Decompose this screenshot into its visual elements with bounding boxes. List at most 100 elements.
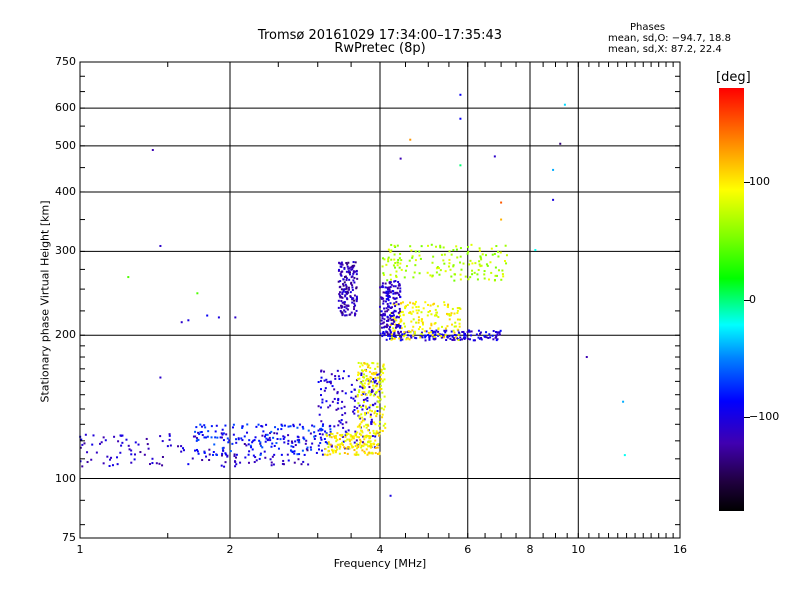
data-point (292, 425, 295, 428)
data-point (357, 361, 360, 364)
data-point (81, 465, 84, 468)
data-point (471, 273, 474, 276)
data-point (398, 284, 401, 287)
data-point (334, 451, 337, 454)
data-point (320, 420, 323, 423)
data-point (360, 440, 363, 443)
data-point (466, 252, 469, 255)
data-point (225, 453, 228, 456)
data-point (286, 453, 289, 456)
data-point (381, 265, 384, 268)
data-point (430, 331, 433, 334)
data-point (304, 442, 307, 445)
data-point (353, 449, 356, 452)
data-point (258, 457, 261, 460)
y-tick-label: 100 (55, 471, 76, 485)
data-point (385, 263, 388, 266)
data-point (468, 338, 471, 341)
data-point (345, 304, 348, 307)
data-point (194, 449, 197, 452)
data-point (435, 271, 438, 274)
data-point (393, 244, 396, 247)
data-point (424, 336, 427, 339)
data-point (320, 394, 323, 397)
data-point (258, 439, 261, 442)
data-point (383, 258, 386, 261)
data-point (399, 325, 402, 328)
data-point (338, 420, 341, 423)
data-point (379, 381, 382, 384)
data-point (399, 296, 402, 299)
data-point (345, 270, 348, 273)
data-point (194, 435, 197, 438)
data-point (369, 409, 372, 412)
data-point (337, 397, 340, 400)
data-point (379, 429, 382, 432)
data-point (362, 435, 365, 438)
data-point (231, 442, 234, 445)
data-point (215, 424, 218, 427)
data-point (386, 319, 389, 322)
data-point (347, 375, 350, 378)
data-point (380, 378, 383, 381)
data-point (345, 314, 348, 317)
data-point (393, 258, 396, 261)
data-point (353, 299, 356, 302)
data-point (359, 438, 362, 441)
data-point (394, 266, 397, 269)
data-point (342, 283, 345, 286)
data-point (372, 432, 375, 435)
data-point (463, 334, 466, 337)
data-point (195, 448, 198, 451)
data-point (298, 441, 301, 444)
data-point (402, 314, 405, 317)
data-point (444, 333, 447, 336)
chart-title: Tromsø 20161029 17:34:00–17:35:43 (257, 28, 503, 43)
data-point (251, 448, 254, 451)
data-point (263, 435, 266, 438)
data-point (456, 328, 459, 331)
data-point (354, 430, 357, 433)
data-point (478, 263, 481, 266)
data-point (373, 381, 376, 384)
data-point (319, 379, 322, 382)
data-point (355, 273, 358, 276)
data-point (111, 464, 114, 467)
data-point (330, 444, 333, 447)
data-point (341, 441, 344, 444)
data-point (450, 312, 453, 315)
data-point (463, 332, 466, 335)
data-point (457, 339, 460, 342)
data-point (372, 404, 375, 407)
data-point (394, 323, 397, 326)
data-point (337, 299, 340, 302)
data-point (411, 255, 414, 258)
data-point (360, 446, 363, 449)
colorbar-tick-label: 0 (749, 292, 756, 306)
data-point (377, 376, 380, 379)
data-point (337, 424, 340, 427)
data-point (398, 312, 401, 315)
data-point (388, 333, 391, 336)
data-point (381, 391, 384, 394)
data-point (128, 448, 131, 451)
data-point (273, 444, 276, 447)
data-point (253, 461, 256, 464)
data-point (499, 251, 502, 254)
data-point (201, 434, 204, 437)
data-point (374, 379, 377, 382)
data-point (422, 307, 425, 310)
data-point (399, 262, 402, 265)
data-point (433, 314, 436, 317)
data-point (466, 245, 469, 248)
data-point (399, 252, 402, 255)
data-point (369, 435, 372, 438)
data-point (336, 432, 339, 435)
data-point (341, 311, 344, 314)
data-point (346, 308, 349, 311)
data-point (338, 291, 341, 294)
data-point (196, 450, 199, 453)
data-point (397, 280, 400, 283)
data-point (382, 330, 385, 333)
data-point (325, 434, 328, 437)
